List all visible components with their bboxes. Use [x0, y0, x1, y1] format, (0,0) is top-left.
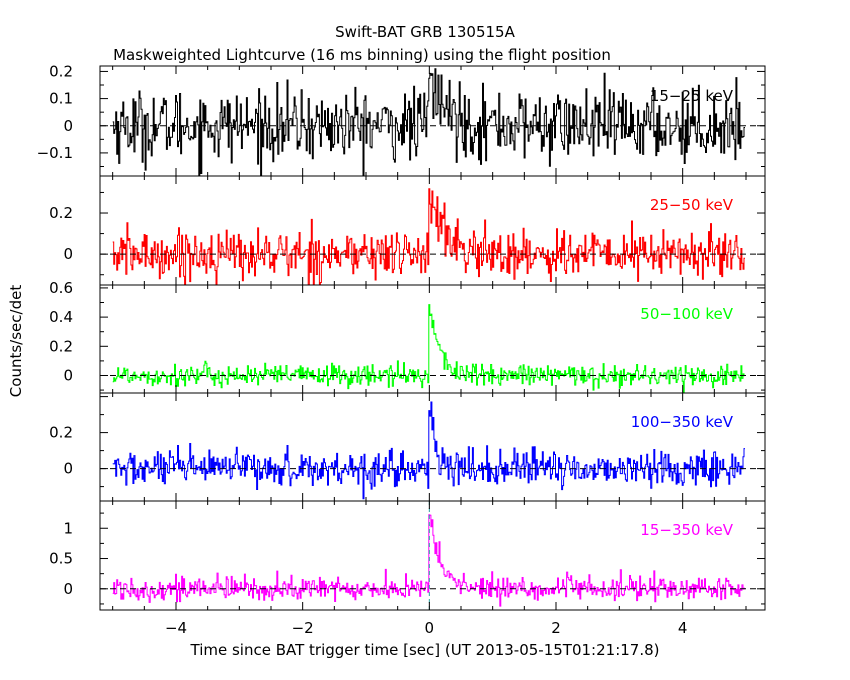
- lightcurve-trace-5: [112, 514, 745, 607]
- y-tick-label: 0.2: [49, 424, 73, 442]
- y-tick-label: 0: [63, 366, 73, 384]
- x-tick-label: −2: [292, 619, 314, 637]
- panel-stack: −0.1 0 0.1 0.2 15−25 keV 0 0.2 25−50 keV 0 0.2 0.4…: [37, 62, 766, 637]
- band-label-5: 15−350 keV: [640, 521, 733, 539]
- x-tick-label: 2: [551, 619, 561, 637]
- panel-frame-3: [99, 284, 766, 394]
- y-tick-label: 0.2: [49, 62, 73, 80]
- lightcurve-trace-3: [112, 304, 745, 393]
- chart-subtitle: Maskweighted Lightcurve (16 ms binning) …: [113, 46, 611, 64]
- panel-3: 0 0.2 0.4 0.6 50−100 keV: [49, 279, 766, 394]
- y-tick-label: 0.2: [49, 337, 73, 355]
- y-tick-label: 0.2: [49, 204, 73, 222]
- x-axis-label: Time since BAT trigger time [sec] (UT 20…: [190, 641, 660, 659]
- panel-1: −0.1 0 0.1 0.2 15−25 keV: [37, 62, 766, 177]
- y-tick-label: −0.1: [37, 144, 73, 162]
- lightcurve-trace-2: [112, 188, 745, 285]
- panel-2: 0 0.2 25−50 keV: [49, 175, 766, 286]
- lightcurve-trace-1: [112, 68, 745, 176]
- y-tick-label: 0: [63, 460, 73, 478]
- x-tick-label: 4: [678, 619, 688, 637]
- lightcurve-trace-4: [112, 401, 745, 500]
- y-tick-label: 0: [63, 580, 73, 598]
- chart-title: Swift-BAT GRB 130515A: [335, 23, 515, 41]
- band-label-3: 50−100 keV: [640, 305, 733, 323]
- y-tick-label: 1: [63, 519, 73, 537]
- panel-4: 0 0.2 100−350 keV: [49, 392, 766, 502]
- band-label-4: 100−350 keV: [631, 413, 734, 431]
- y-tick-label: 0.4: [49, 308, 73, 326]
- panel-frame-4: [99, 392, 766, 502]
- panel-5: 0 0.5 1 15−350 keV: [49, 500, 766, 611]
- y-tick-label: 0.6: [49, 279, 73, 297]
- y-tick-label: 0.1: [49, 90, 73, 108]
- x-tick-label: 0: [425, 619, 435, 637]
- y-tick-label: 0: [63, 117, 73, 135]
- y-tick-label: 0: [63, 245, 73, 263]
- panel-frame-5: [99, 500, 766, 611]
- y-tick-label: 0.5: [49, 550, 73, 568]
- band-label-2: 25−50 keV: [650, 196, 734, 214]
- x-tick-label: −4: [165, 619, 187, 637]
- band-label-1: 15−25 keV: [650, 87, 734, 105]
- y-axis-label: Counts/sec/det: [7, 285, 25, 398]
